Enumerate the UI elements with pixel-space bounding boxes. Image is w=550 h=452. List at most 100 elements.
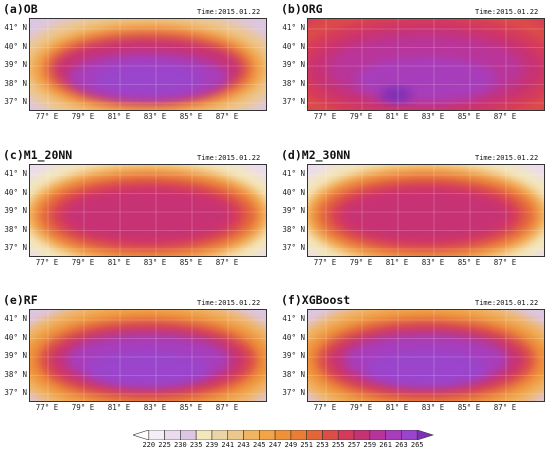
lon-tick-label: 85° E <box>457 258 481 267</box>
lat-tick-label: 37° N <box>282 243 305 252</box>
lon-tick-label: 79° E <box>349 258 373 267</box>
lon-tick-label: 81° E <box>107 403 131 412</box>
lat-tick-label: 38° N <box>282 369 305 379</box>
lon-tick-label: 77° E <box>313 403 337 412</box>
colorbar-segment <box>290 430 307 440</box>
colorbar-segment <box>243 430 260 440</box>
colorbar-tick-label: 259 <box>363 441 377 449</box>
lat-tick-label: 41° N <box>4 314 27 323</box>
lon-tick-label: 81° E <box>107 258 131 267</box>
lon-tick-label: 79° E <box>349 112 373 121</box>
lon-tick-label: 85° E <box>179 258 203 267</box>
map-panel: (a)OB Time:2015.01.22 41° N 40° N 39° N 38° N… <box>0 0 272 140</box>
lon-tick-label: 85° E <box>179 403 203 412</box>
lat-tick-label: 39° N <box>4 351 27 360</box>
lon-tick-label: 79° E <box>71 258 95 267</box>
colorbar-tick-label: 253 <box>316 441 329 449</box>
lat-tick-label: 41° N <box>282 23 305 32</box>
colorbar-tick-label: 241 <box>221 441 235 449</box>
colorbar-segment <box>385 430 402 440</box>
lon-tick-label: 79° E <box>71 403 95 412</box>
panel-title: (b)ORG <box>281 2 323 16</box>
panel-title: (f)XGBoost <box>281 293 351 307</box>
lon-tick-label: 81° E <box>385 112 409 121</box>
colorbar-tick-label: 235 <box>189 441 203 449</box>
lon-tick-label: 87° E <box>493 258 517 267</box>
lon-tick-label: 85° E <box>457 112 481 121</box>
lat-tick-label: 38° N <box>4 78 27 88</box>
map-panel: (f)XGBoost Time:2015.01.22 41° N 40° N 39° N… <box>278 291 550 431</box>
lat-tick-label: 41° N <box>282 169 305 178</box>
lat-tick-label: 38° N <box>282 78 305 88</box>
heatmap-area <box>307 18 545 111</box>
lat-tick-label: 37° N <box>282 97 305 106</box>
lat-tick-label: 38° N <box>282 224 305 234</box>
map-panel: (c)M1_20NN Time:2015.01.22 41° N 40° N 39° N… <box>0 146 272 286</box>
colorbar-tick-label: 230 <box>174 441 187 449</box>
colorbar-segment <box>164 430 181 440</box>
colorbar-segment <box>227 430 244 440</box>
lon-tick-label: 87° E <box>493 403 517 412</box>
lat-tick-label: 40° N <box>4 332 27 342</box>
lat-tick-label: 37° N <box>4 243 27 252</box>
colorbar-tick-label: 257 <box>347 441 361 449</box>
heatmap-contour <box>380 87 412 104</box>
lat-tick-label: 39° N <box>282 60 305 69</box>
lat-tick-label: 39° N <box>282 206 305 215</box>
heatmap-contour <box>88 350 208 387</box>
lat-tick-label: 40° N <box>282 41 305 51</box>
panel-time: Time:2015.01.22 <box>197 154 261 162</box>
lat-tick-label: 41° N <box>4 169 27 178</box>
lat-tick-label: 40° N <box>4 41 27 51</box>
colorbar-tick-label: 239 <box>205 441 219 449</box>
heatmap-area <box>29 18 267 111</box>
map-panel: (b)ORG Time:2015.01.22 41° N 40° N 39° N 38° … <box>278 0 550 140</box>
lon-tick-label: 87° E <box>215 258 239 267</box>
colorbar-tick-label: 245 <box>252 441 266 449</box>
lon-tick-label: 83° E <box>421 258 445 267</box>
colorbar-segment <box>337 430 355 440</box>
panel-title: (c)M1_20NN <box>3 148 73 162</box>
colorbar-segment <box>322 430 339 440</box>
lon-tick-label: 85° E <box>179 112 203 121</box>
colorbar-tick-label: 263 <box>395 441 408 449</box>
lat-tick-label: 38° N <box>4 369 27 379</box>
lat-tick-label: 40° N <box>282 187 305 197</box>
panel-time: Time:2015.01.22 <box>197 299 261 307</box>
colorbar-segment <box>148 430 165 440</box>
lon-tick-label: 77° E <box>35 403 59 412</box>
lon-tick-label: 79° E <box>71 112 95 121</box>
colorbar-segment <box>133 430 150 440</box>
lat-tick-label: 40° N <box>4 187 27 197</box>
colorbar-segment <box>401 430 418 440</box>
colorbar-segment <box>274 430 292 440</box>
lat-tick-label: 41° N <box>282 314 305 323</box>
colorbar-tick-label: 243 <box>237 441 250 449</box>
heatmap-area <box>307 309 545 402</box>
colorbar-tick-label: 249 <box>284 441 298 449</box>
lat-tick-label: 37° N <box>4 97 27 106</box>
lat-tick-label: 38° N <box>4 224 27 234</box>
lat-tick-label: 39° N <box>4 60 27 69</box>
map-panel: (d)M2_30NN Time:2015.01.22 41° N 40° N 39° N… <box>278 146 550 286</box>
heatmap-area <box>29 309 267 402</box>
lon-tick-label: 81° E <box>107 112 131 121</box>
heatmap-contour <box>342 189 510 242</box>
lat-tick-label: 39° N <box>282 351 305 360</box>
lon-tick-label: 77° E <box>35 258 59 267</box>
colorbar-segment <box>416 430 434 440</box>
colorbar-tick-label: 265 <box>410 441 424 449</box>
colorbar-segment <box>259 430 276 440</box>
panel-time: Time:2015.01.22 <box>475 154 539 162</box>
colorbar-segment <box>306 430 323 440</box>
colorbar-segment <box>211 430 229 440</box>
lon-tick-label: 81° E <box>385 258 409 267</box>
lon-tick-label: 77° E <box>35 112 59 121</box>
panel-time: Time:2015.01.22 <box>197 8 261 16</box>
lon-tick-label: 83° E <box>421 403 445 412</box>
lon-tick-label: 79° E <box>349 403 373 412</box>
lon-tick-label: 77° E <box>313 112 337 121</box>
heatmap-contour <box>366 350 486 387</box>
heatmap-contour <box>64 189 232 242</box>
colorbar-tick-label: 251 <box>300 441 313 449</box>
